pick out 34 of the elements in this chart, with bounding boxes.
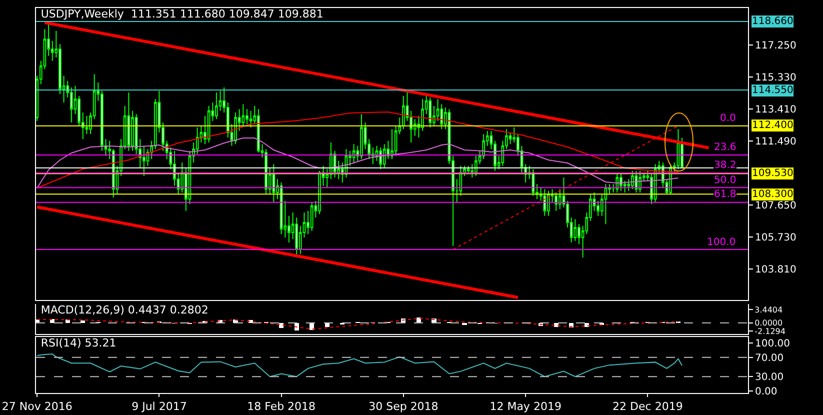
y-tick-label: 107.650 (755, 200, 796, 212)
annotation: 38.2 (714, 160, 736, 171)
ref-line-label: 118.660 (752, 16, 794, 27)
y-tick-label: 70.00 (755, 352, 784, 364)
y-tick-label: 103.810 (755, 264, 796, 276)
annotation: 61.8 (714, 189, 736, 200)
ref-line-label: 112.400 (752, 120, 794, 131)
y-tick-label: 111.490 (755, 136, 796, 148)
y-tick-label: -2.1294 (754, 326, 786, 336)
x-tick-label: 30 Sep 2018 (368, 400, 438, 414)
y-tick-label: 30.00 (755, 372, 784, 384)
y-tick-label: 105.730 (755, 232, 796, 244)
annotation: 50.0 (714, 175, 736, 186)
chart-title: MACD(12,26,9) 0.4437 0.2802 (40, 304, 208, 317)
y-tick-label: 100.00 (755, 338, 790, 350)
chart-title: USDJPY,Weekly 111.351 111.680 109.847 109.881 (40, 8, 324, 21)
y-tick-label: 0.00 (755, 386, 778, 398)
ref-line-label: 108.300 (752, 189, 794, 200)
ref-line-label: 114.550 (752, 85, 794, 96)
x-tick-label: 22 Dec 2019 (612, 400, 683, 414)
y-tick-label: 115.330 (755, 72, 796, 84)
x-tick-label: 27 Nov 2016 (2, 400, 72, 414)
y-tick-label: 3.4404 (754, 306, 783, 315)
x-tick-label: 12 May 2019 (490, 400, 562, 414)
annotation: 100.0 (707, 237, 736, 248)
annotation: 0.0 (720, 113, 736, 124)
x-tick-label: 18 Feb 2018 (247, 400, 316, 414)
y-tick-label: 0.0000 (754, 318, 783, 328)
y-tick-label: 117.250 (755, 40, 796, 52)
chart-title: RSI(14) 53.21 (40, 336, 116, 350)
ref-line-label: 109.530 (752, 168, 794, 179)
annotation: 23.6 (714, 142, 736, 153)
y-tick-label: 113.410 (755, 104, 796, 116)
x-tick-label: 9 Jul 2017 (132, 400, 187, 414)
